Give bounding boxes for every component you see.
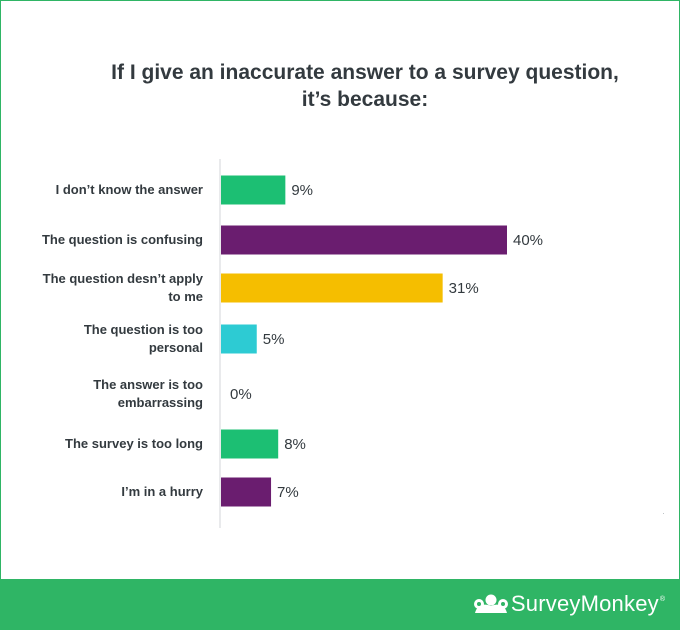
brand-logo: SurveyMonkey ® bbox=[471, 591, 665, 617]
value-label-3: 5% bbox=[263, 331, 285, 348]
category-label-1-line-0: The question is confusing bbox=[42, 232, 203, 247]
bar-5 bbox=[221, 429, 279, 459]
surveymonkey-logo-icon bbox=[473, 594, 508, 613]
bar-2 bbox=[221, 273, 443, 303]
value-label-0: 9% bbox=[291, 182, 313, 199]
category-label-3-line-1: personal bbox=[149, 340, 203, 355]
value-label-4: 0% bbox=[230, 386, 252, 403]
bar-3 bbox=[221, 324, 257, 354]
category-label-6-line-0: I’m in a hurry bbox=[121, 484, 203, 499]
bar-chart: 9% I don’t know the answer 40% The question… bbox=[42, 159, 543, 528]
category-label-4-line-0: The answer is too bbox=[93, 377, 203, 392]
category-label-0-line-0: I don’t know the answer bbox=[56, 182, 203, 197]
bar-1 bbox=[221, 225, 507, 255]
category-label-2-line-0: The question desn’t apply bbox=[43, 271, 204, 286]
category-label-5-line-0: The survey is too long bbox=[65, 436, 203, 451]
value-label-6: 7% bbox=[277, 484, 299, 501]
bar-6 bbox=[221, 477, 272, 507]
chart-title: If I give an inaccurate answer to a surv… bbox=[1, 59, 679, 113]
brand-footer: SurveyMonkey ® bbox=[1, 579, 679, 629]
value-label-2: 31% bbox=[449, 280, 479, 297]
value-label-1: 40% bbox=[513, 232, 543, 249]
chart-title-line-1: If I give an inaccurate answer to a surv… bbox=[111, 61, 619, 84]
category-label-4-line-1: embarrassing bbox=[118, 395, 203, 410]
category-label-3-line-0: The question is too bbox=[84, 322, 203, 337]
decorative-dot bbox=[663, 513, 664, 514]
bar-0 bbox=[221, 175, 286, 205]
value-label-5: 8% bbox=[284, 436, 306, 453]
chart-title-line-2: it’s because: bbox=[301, 88, 429, 111]
brand-registered-mark: ® bbox=[659, 595, 665, 603]
category-label-2-line-1: to me bbox=[168, 289, 203, 304]
brand-name: SurveyMonkey bbox=[510, 591, 659, 616]
